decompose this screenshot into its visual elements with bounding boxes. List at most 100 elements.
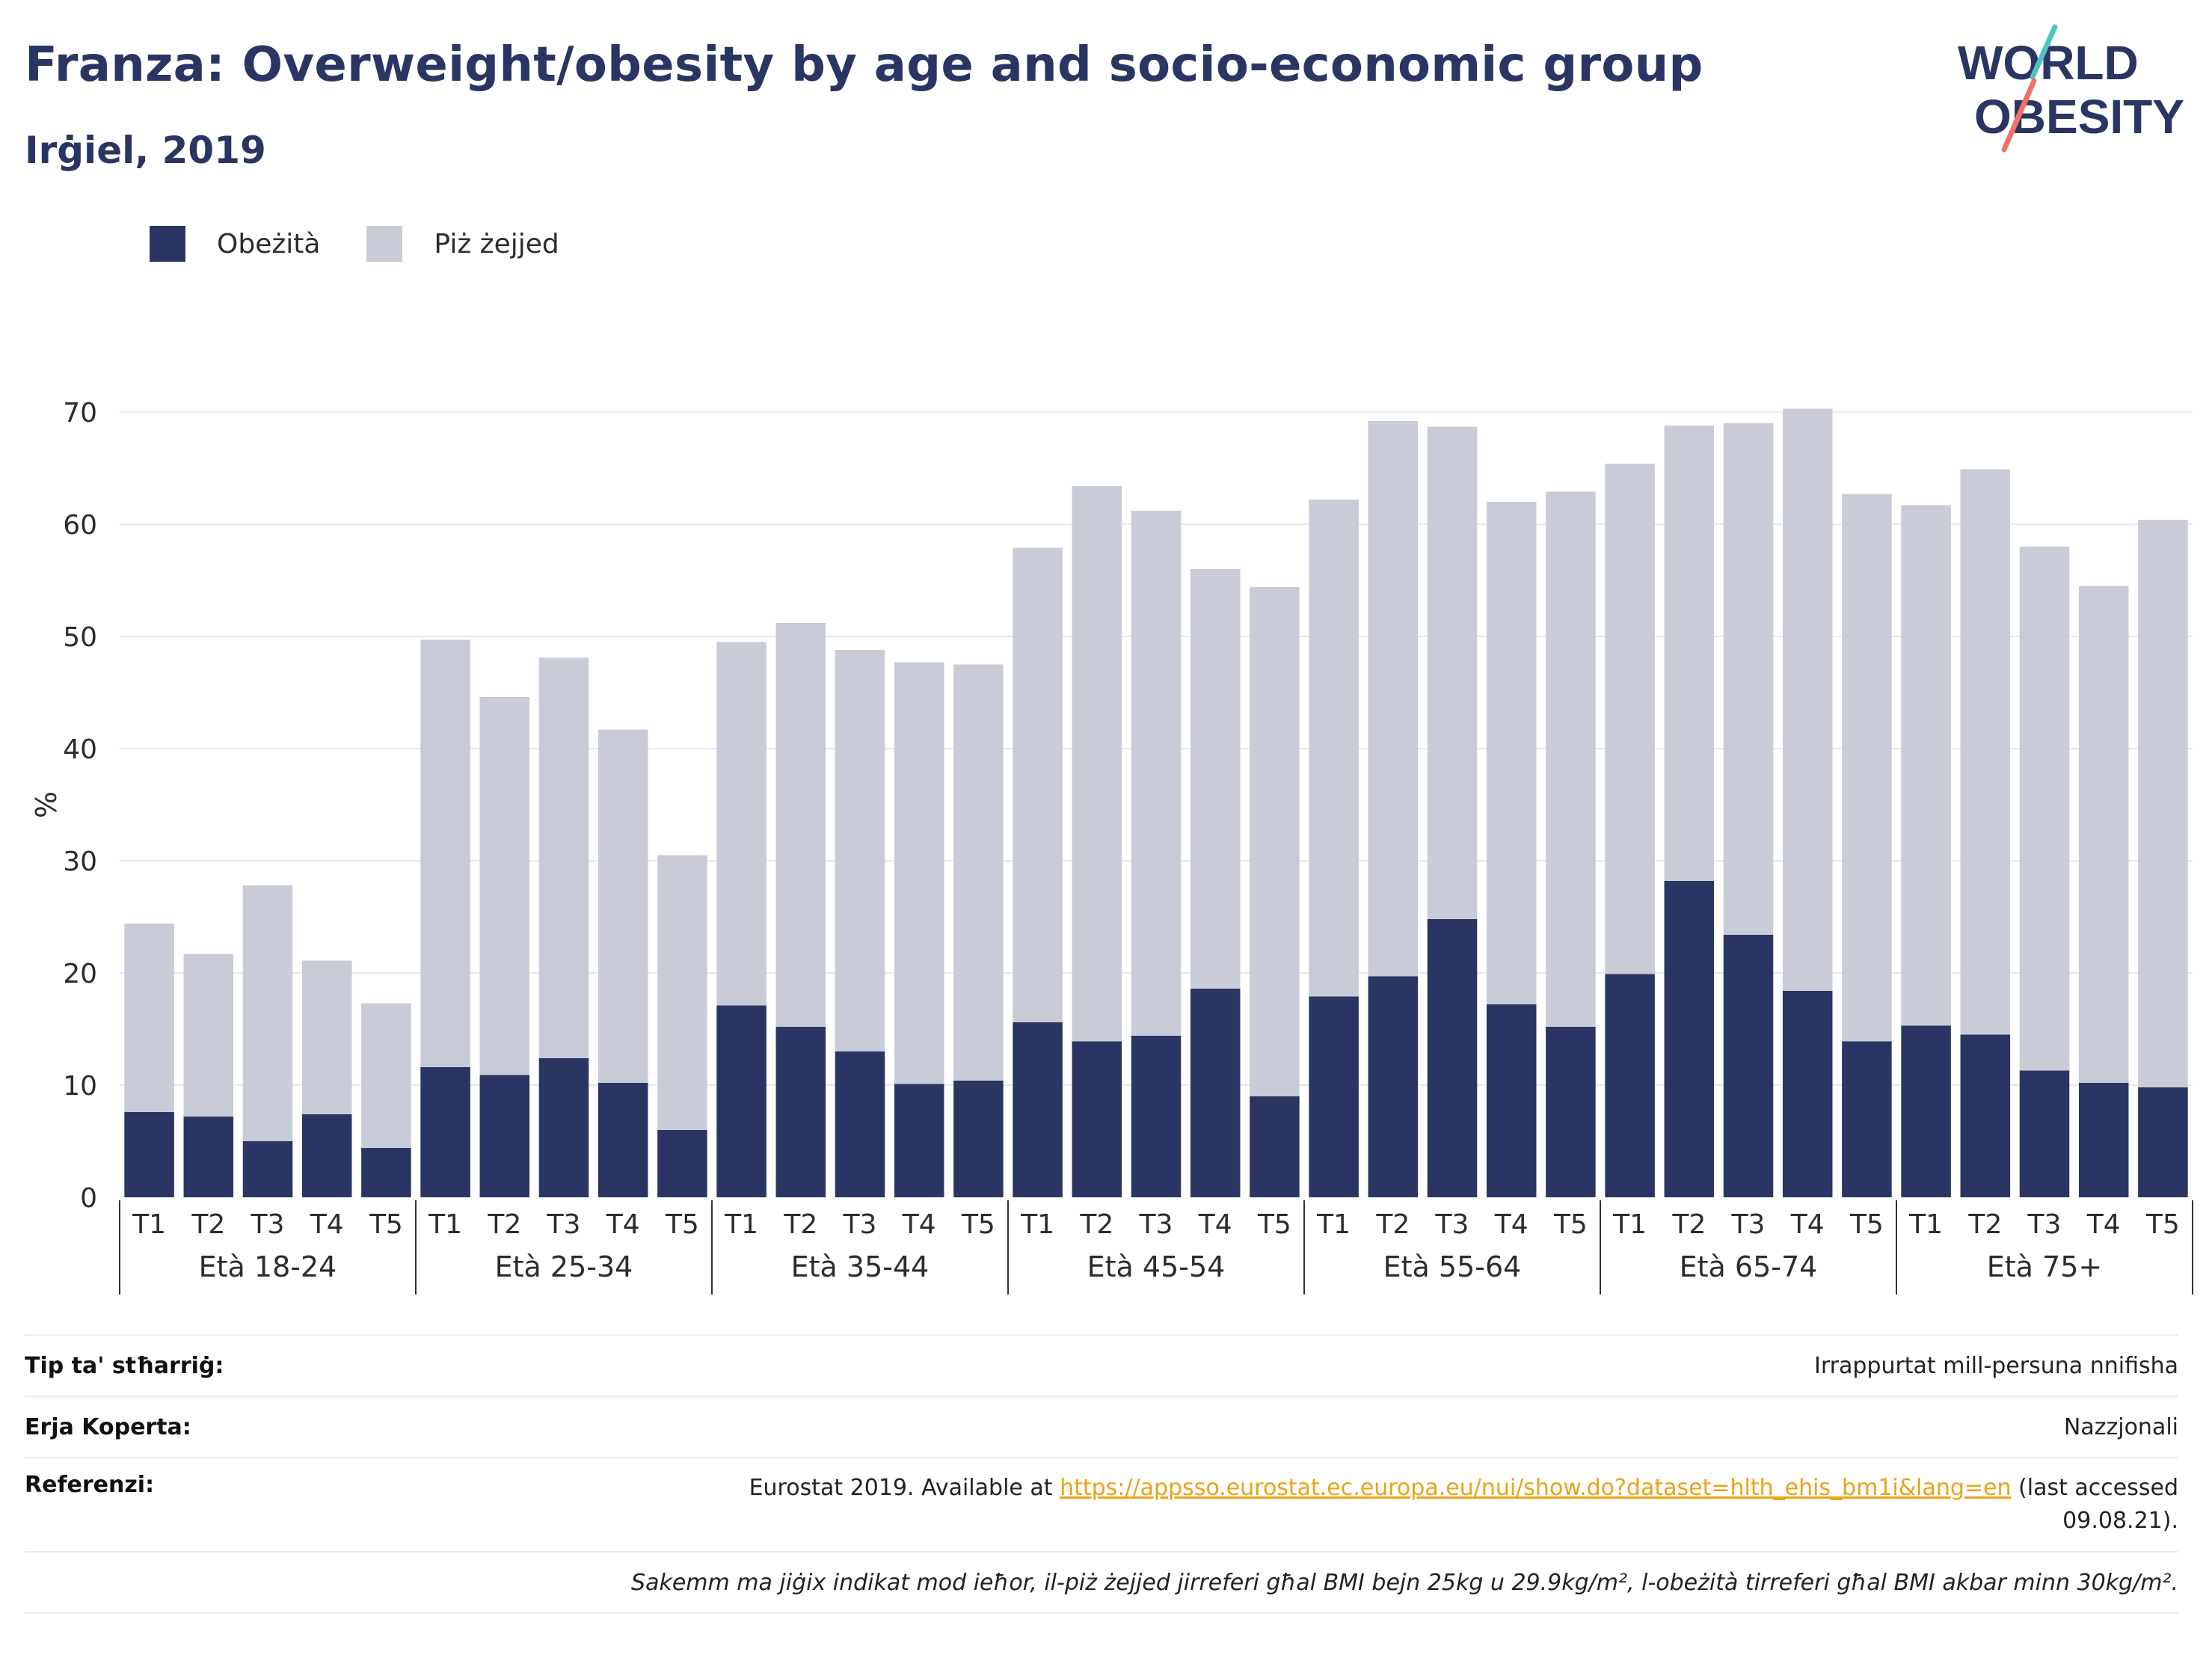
bar-obese — [716, 1005, 766, 1197]
info-value-reference: Eurostat 2019. Available at https://apps… — [749, 1472, 2178, 1538]
bar-overweight — [1605, 464, 1655, 974]
bar-obese — [479, 1075, 530, 1197]
info-value-area: Nazzjonali — [2063, 1413, 2178, 1440]
bar-overweight — [2078, 586, 2129, 1083]
logo-stroke-coral — [2001, 78, 2037, 153]
page-title: Franza: Overweight/obesity by age and so… — [25, 37, 1703, 93]
x-tick-label: T1 — [724, 1209, 758, 1240]
bar-overweight — [1546, 491, 1596, 1027]
bar-overweight — [1664, 426, 1715, 881]
bar-overweight — [361, 1003, 411, 1148]
bar-overweight — [597, 729, 648, 1083]
bar-obese — [2019, 1070, 2070, 1197]
x-tick-label: T5 — [1849, 1209, 1884, 1240]
y-tick-label: 0 — [80, 1183, 97, 1214]
bar-overweight — [2138, 520, 2188, 1087]
bar-overweight — [301, 960, 352, 1114]
group-label: Età 45-54 — [1087, 1250, 1226, 1283]
y-tick-label: 10 — [63, 1071, 97, 1102]
bar-obese — [1072, 1041, 1122, 1197]
info-row-area: Erja Koperta: Nazzjonali — [25, 1395, 2178, 1457]
x-tick-label: T5 — [1257, 1209, 1291, 1240]
group-label: Età 18-24 — [199, 1250, 337, 1283]
x-tick-label: T3 — [251, 1209, 285, 1240]
info-value-survey-type: Irrappurtat mill-persuna nnifisha — [1813, 1352, 2178, 1379]
info-row-reference: Referenzi: Eurostat 2019. Available at h… — [25, 1457, 2178, 1551]
bar-obese — [1190, 989, 1241, 1197]
x-tick-label: T4 — [1790, 1209, 1825, 1240]
reference-access-date: 09.08.21). — [2062, 1508, 2178, 1534]
x-tick-label: T2 — [1967, 1209, 2002, 1240]
bar-overweight — [657, 855, 707, 1130]
bar-obese — [361, 1148, 411, 1197]
x-tick-label: T5 — [2145, 1209, 2180, 1240]
bar-obese — [1368, 976, 1419, 1197]
legend-label-overweight: Piż żejjed — [434, 228, 559, 260]
bar-obese — [1960, 1034, 2011, 1197]
bar-obese — [1723, 935, 1774, 1197]
bar-overweight — [835, 650, 885, 1051]
bar-overweight — [716, 642, 766, 1006]
bar-overweight — [1368, 421, 1419, 977]
y-tick-label: 50 — [63, 622, 97, 653]
bar-overweight — [479, 697, 530, 1075]
bar-obese — [124, 1112, 174, 1197]
y-tick-label: 30 — [63, 847, 97, 877]
x-tick-label: T3 — [2027, 1209, 2062, 1240]
x-tick-label: T3 — [1731, 1209, 1766, 1240]
chart-legend: Obeżità Piż żejjed — [150, 224, 606, 263]
x-tick-label: T1 — [428, 1209, 462, 1240]
info-key-area: Erja Koperta: — [25, 1413, 191, 1440]
bar-obese — [2078, 1083, 2129, 1197]
bar-overweight — [1190, 569, 1241, 989]
x-tick-label: T3 — [1139, 1209, 1173, 1240]
x-tick-label: T4 — [1494, 1209, 1529, 1240]
x-tick-label: T4 — [902, 1209, 936, 1240]
group-label: Età 55-64 — [1383, 1250, 1522, 1283]
bar-overweight — [775, 623, 826, 1027]
group-label: Età 75+ — [1987, 1250, 2102, 1283]
group-label: Età 65-74 — [1680, 1250, 1818, 1283]
logo-stroke-teal — [2030, 24, 2058, 80]
legend-swatch-overweight — [366, 226, 403, 262]
x-tick-label: T1 — [1316, 1209, 1351, 1240]
bar-overweight — [1842, 494, 1892, 1042]
bar-obese — [1546, 1027, 1596, 1197]
x-tick-label: T4 — [1198, 1209, 1232, 1240]
bar-obese — [1309, 996, 1359, 1197]
bar-obese — [1250, 1096, 1300, 1197]
bar-obese — [1605, 974, 1655, 1197]
info-key-survey-type: Tip ta' stħarriġ: — [25, 1352, 224, 1379]
x-tick-label: T1 — [1908, 1209, 1943, 1240]
bar-obese — [835, 1051, 885, 1197]
reference-link[interactable]: https://appsso.eurostat.ec.europa.eu/nui… — [1060, 1475, 2012, 1501]
group-label: Età 25-34 — [495, 1250, 633, 1283]
bar-obese — [597, 1083, 648, 1197]
bar-obese — [1427, 919, 1478, 1197]
x-tick-label: T5 — [961, 1209, 995, 1240]
bar-overweight — [1782, 408, 1833, 991]
x-tick-label: T1 — [1020, 1209, 1054, 1240]
y-tick-label: 70 — [63, 398, 97, 429]
world-obesity-logo: WORLD OBESITY — [1958, 24, 2184, 153]
info-table: Tip ta' stħarriġ: Irrappurtat mill-persu… — [25, 1334, 2178, 1614]
bar-obese — [1486, 1004, 1537, 1197]
bar-overweight — [1131, 511, 1182, 1036]
x-tick-label: T1 — [1612, 1209, 1647, 1240]
bar-overweight — [420, 639, 470, 1067]
bar-obese — [1782, 991, 1833, 1197]
x-tick-label: T2 — [1079, 1209, 1113, 1240]
y-tick-label: 20 — [63, 959, 97, 989]
logo-word-obesity: OBESITY — [1974, 90, 2184, 144]
x-tick-label: T4 — [310, 1209, 344, 1240]
legend-swatch-obese — [150, 226, 185, 262]
bar-overweight — [1013, 547, 1063, 1022]
bar-obese — [953, 1081, 1004, 1197]
bar-overweight — [1309, 500, 1359, 997]
bar-obese — [1901, 1025, 1951, 1197]
bar-overweight — [894, 662, 944, 1084]
bar-obese — [1842, 1041, 1892, 1197]
bar-overweight — [1723, 423, 1774, 935]
x-tick-label: T2 — [783, 1209, 817, 1240]
x-tick-label: T5 — [1553, 1209, 1588, 1240]
